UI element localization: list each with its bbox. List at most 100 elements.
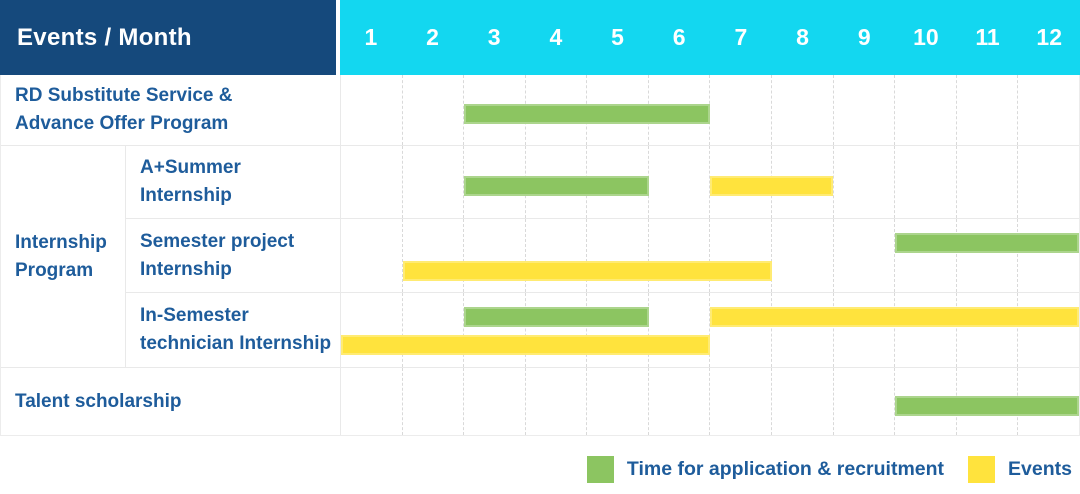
event-row: Talent scholarship: [1, 367, 1079, 435]
month-label: 11: [975, 24, 1000, 50]
grid-cell: [524, 293, 587, 367]
grid-cell: [463, 75, 525, 145]
events-bar: [341, 335, 710, 355]
month-grid: [340, 368, 1079, 435]
legend-item: Time for application & recruitment: [586, 455, 945, 483]
grid-cell: [771, 75, 833, 145]
grid-cell: [709, 293, 771, 367]
group-label: Internship Program: [15, 231, 107, 281]
grid-cell: [341, 146, 402, 218]
grid-cell: [894, 219, 956, 292]
event-label: A+Summer Internship: [125, 146, 340, 218]
legend-label: Events: [1008, 457, 1072, 480]
header-divider: [336, 0, 340, 75]
grid-cell: [771, 219, 833, 292]
header-title: Events / Month: [17, 23, 192, 51]
grid-cell: [586, 368, 648, 435]
grid-cell: [401, 293, 464, 367]
event-subrow: In-Semester technician Internship: [125, 292, 1079, 367]
application-bar: [464, 307, 649, 327]
grid-cell: [955, 293, 1018, 367]
event-group-row: Internship Program A+Summer Internship Sem…: [1, 145, 1079, 367]
grid-cell: [832, 368, 895, 435]
month-grid: [340, 146, 1079, 218]
application-bar: [894, 396, 1079, 416]
month-grid: [340, 293, 1079, 367]
grid-cell: [894, 75, 956, 145]
legend: Time for application & recruitment Events: [0, 436, 1080, 494]
event-subrow: A+Summer Internship: [125, 146, 1079, 218]
grid-cell: [401, 146, 464, 218]
header-title-cell: Events / Month: [0, 0, 336, 75]
event-row: RD Substitute Service & Advance Offer Pr…: [1, 75, 1079, 145]
month-label: 10: [913, 24, 939, 50]
grid-cell: [894, 146, 956, 218]
events-bar: [710, 307, 1079, 327]
grid-cell: [1017, 75, 1079, 145]
header-row: Events / Month 1 2 3 4 5 6 7 8 9 10 11 12: [0, 0, 1080, 75]
grid-cell: [832, 219, 895, 292]
grid-cell: [463, 293, 525, 367]
grid-cell: [341, 219, 402, 292]
grid-cell: [401, 368, 464, 435]
month-grid: [340, 219, 1079, 292]
grid-cell: [832, 146, 895, 218]
grid-cell: [341, 368, 402, 435]
month-label: 6: [672, 24, 686, 50]
event-label: Talent scholarship: [15, 390, 182, 412]
grid-cell: [955, 219, 1018, 292]
month-label: 12: [1036, 24, 1063, 50]
application-bar: [464, 104, 710, 124]
grid-cell: [647, 368, 710, 435]
grid-cell: [524, 368, 587, 435]
event-label: RD Substitute Service & Advance Offer Pr…: [15, 85, 233, 134]
grid-cell: [524, 219, 587, 292]
grid-cell: [463, 219, 525, 292]
grid-cell: [647, 146, 710, 218]
gantt-chart: Events / Month 1 2 3 4 5 6 7 8 9 10 11 12 RD Substi…: [0, 0, 1080, 436]
events-bar: [710, 176, 833, 196]
month-header: 1 2 3 4 5 6 7 8 9 10 11 12: [340, 0, 1080, 75]
grid-cell: [894, 293, 956, 367]
grid-cell: [647, 293, 710, 367]
events-bar: [402, 261, 772, 281]
application-bar: [894, 233, 1079, 253]
grid-cell: [1017, 219, 1079, 292]
grid-cell: [586, 219, 648, 292]
events-swatch: [968, 455, 996, 483]
grid-cell: [955, 146, 1018, 218]
grid-cell: [401, 219, 464, 292]
event-label: Semester project Internship: [125, 219, 340, 292]
month-label: 2: [426, 24, 439, 50]
month-label: 4: [549, 24, 563, 50]
grid-cell: [832, 75, 895, 145]
legend-item: Events: [968, 455, 1072, 483]
grid-cell: [463, 368, 525, 435]
grid-cell: [1017, 146, 1079, 218]
grid-cell: [832, 293, 895, 367]
subrows: A+Summer Internship Semester project Inte…: [125, 146, 1079, 367]
grid-cell: [709, 75, 771, 145]
grid-cell: [341, 75, 402, 145]
event-label: In-Semester technician Internship: [125, 293, 340, 367]
grid-cell: [647, 219, 710, 292]
month-label: 5: [611, 24, 624, 50]
month-label: 9: [857, 24, 871, 50]
grid-cell: [709, 368, 771, 435]
grid-cell: [1017, 293, 1079, 367]
event-subrow: Semester project Internship: [125, 218, 1079, 292]
legend-label: Time for application & recruitment: [626, 457, 945, 480]
month-label: 3: [487, 24, 501, 50]
grid-cell: [955, 75, 1018, 145]
grid-cell: [341, 293, 402, 367]
month-label: 1: [364, 24, 378, 50]
grid-cell: [771, 293, 833, 367]
grid-cell: [709, 219, 771, 292]
grid-cell: [771, 368, 833, 435]
grid-cell: [586, 293, 648, 367]
gantt-rows: RD Substitute Service & Advance Offer Pr…: [0, 75, 1080, 436]
month-label: 8: [796, 24, 809, 50]
application-swatch: [586, 455, 614, 483]
application-bar: [464, 176, 649, 196]
grid-cell: [401, 75, 464, 145]
